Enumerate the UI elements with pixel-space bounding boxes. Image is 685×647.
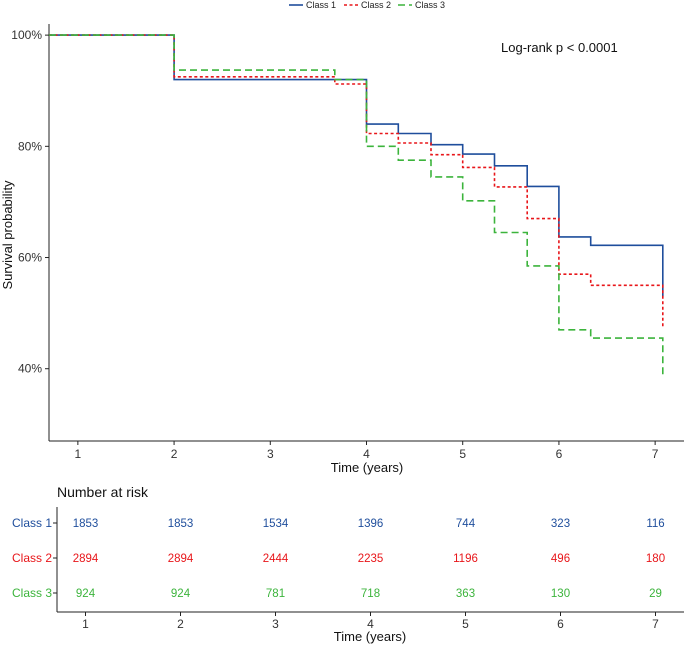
risk-x-tick-label: 6 — [557, 617, 564, 631]
risk-x-ticks: 1 2 3 4 5 6 7 — [82, 612, 659, 631]
risk-count: 1196 — [453, 553, 478, 565]
risk-count: 323 — [551, 518, 570, 530]
x-tick-label: 1 — [75, 447, 82, 461]
risk-count: 1853 — [73, 518, 99, 530]
y-axis-title: Survival probability — [0, 180, 15, 290]
risk-table-title: Number at risk — [57, 484, 149, 500]
risk-count: 718 — [361, 588, 380, 600]
survival-curve-class-2 — [49, 34, 664, 327]
risk-row-label: Class 2 — [12, 551, 52, 565]
risk-x-tick-label: 2 — [177, 617, 184, 631]
x-tick-label: 7 — [652, 447, 659, 461]
risk-count: 2235 — [358, 553, 384, 565]
x-ticks: 1 2 3 4 5 6 7 — [75, 441, 659, 461]
risk-rows: Class 1 1853 1853 1534 1396 744 323 116 Class 2 2… — [12, 516, 665, 600]
x-tick-label: 6 — [556, 447, 563, 461]
risk-count: 496 — [551, 553, 570, 565]
x-tick-label: 4 — [363, 447, 370, 461]
risk-count: 1396 — [358, 518, 384, 530]
survival-curves — [49, 34, 664, 375]
risk-count: 1853 — [168, 518, 194, 530]
y-tick-label: 100% — [11, 28, 42, 42]
x-tick-label: 3 — [267, 447, 274, 461]
main-plot: 100% 80% 60% 40% 1 2 3 4 5 6 7 Log-rank p < 0.000… — [0, 24, 684, 475]
x-axis-title: Time (years) — [331, 460, 403, 475]
risk-x-tick-label: 4 — [367, 617, 374, 631]
risk-table: Number at risk Class 1 1853 1853 1534 1396 74… — [12, 484, 684, 644]
survival-curve-class-3 — [49, 34, 664, 375]
y-ticks: 100% 80% 60% 40% — [11, 28, 49, 376]
risk-count: 180 — [646, 553, 665, 565]
legend-label: Class 1 — [306, 0, 336, 10]
risk-count: 1534 — [263, 518, 289, 530]
risk-x-tick-label: 3 — [272, 617, 279, 631]
risk-count: 744 — [456, 518, 476, 530]
risk-count: 2894 — [168, 553, 194, 565]
risk-count: 924 — [76, 588, 96, 600]
risk-count: 29 — [649, 588, 662, 600]
x-tick-label: 2 — [171, 447, 178, 461]
risk-count: 2894 — [73, 553, 99, 565]
risk-x-tick-label: 1 — [82, 617, 89, 631]
risk-row-label: Class 1 — [12, 516, 52, 530]
risk-row-label: Class 3 — [12, 586, 52, 600]
risk-count: 363 — [456, 588, 475, 600]
y-tick-label: 40% — [18, 362, 42, 376]
risk-count: 116 — [646, 518, 664, 530]
risk-x-tick-label: 7 — [652, 617, 659, 631]
legend-label: Class 3 — [415, 0, 445, 10]
risk-x-tick-label: 5 — [462, 617, 469, 631]
legend: Class 1 Class 2 Class 3 — [289, 0, 445, 10]
y-tick-label: 60% — [18, 251, 42, 265]
legend-label: Class 2 — [361, 0, 391, 10]
risk-count: 924 — [171, 588, 191, 600]
survival-curve-class-1 — [49, 34, 664, 297]
risk-count: 2444 — [263, 553, 289, 565]
risk-x-axis-title: Time (years) — [334, 629, 406, 644]
x-tick-label: 5 — [459, 447, 466, 461]
risk-count: 130 — [551, 588, 570, 600]
logrank-annotation: Log-rank p < 0.0001 — [501, 40, 618, 55]
risk-count: 781 — [266, 588, 285, 600]
y-tick-label: 80% — [18, 139, 42, 153]
